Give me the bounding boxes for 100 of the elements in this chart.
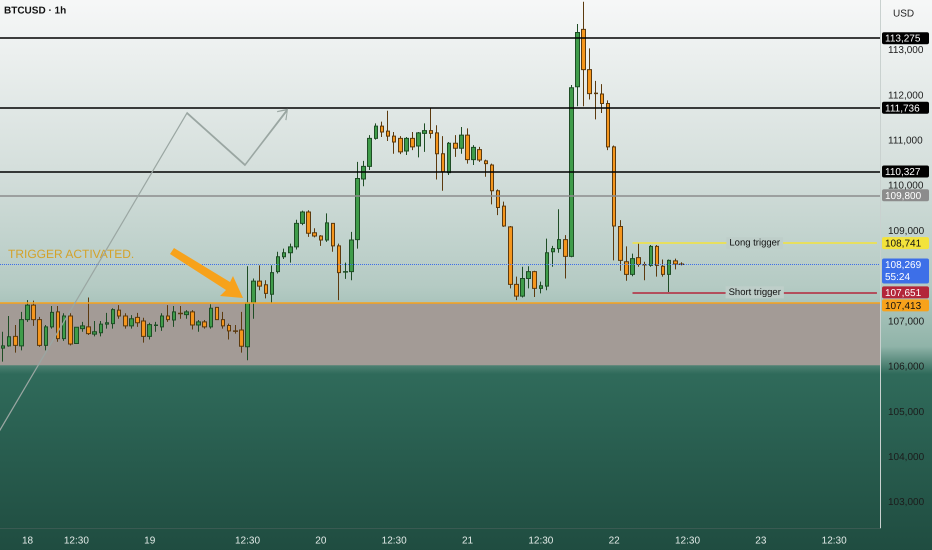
candlestick <box>532 270 537 298</box>
candlestick <box>111 308 115 330</box>
x-tick-label: 12:30 <box>234 536 260 546</box>
candlestick <box>184 310 189 320</box>
x-tick-label: 12:30 <box>528 536 554 546</box>
candlestick <box>539 281 543 294</box>
candlestick <box>257 264 262 291</box>
ref-line-label: 108,269 <box>885 260 922 271</box>
candlestick <box>392 132 396 154</box>
y-tick-label: 107,000 <box>888 316 925 328</box>
candlestick <box>551 245 555 268</box>
candlestick <box>147 322 152 340</box>
candlestick <box>202 320 207 330</box>
x-tick-label: 12:30 <box>674 536 700 546</box>
candlestick <box>386 110 390 142</box>
candlestick <box>123 312 128 330</box>
candlestick <box>209 304 213 330</box>
candlestick <box>545 238 549 291</box>
candlestick <box>245 266 250 361</box>
candlestick <box>7 315 11 348</box>
y-axis-title: USD <box>893 8 914 20</box>
y-tick-label: 109,000 <box>888 226 925 237</box>
candlestick <box>447 141 451 176</box>
candlestick <box>282 248 286 260</box>
y-tick-label: 103,000 <box>888 497 925 508</box>
candlestick <box>606 100 610 151</box>
candlestick <box>129 314 134 330</box>
candlestick <box>68 312 73 346</box>
x-tick-label: 12:30 <box>822 536 848 546</box>
annotation: Long trigger <box>729 238 780 249</box>
text: BTCUSD · 1h <box>4 6 66 16</box>
y-tick-label: 112,000 <box>888 90 924 102</box>
candlestick <box>600 84 604 114</box>
ref-line-label: 111,736 <box>885 103 920 114</box>
candlestick <box>557 208 561 254</box>
candlestick <box>251 278 256 320</box>
candlestick <box>655 244 659 278</box>
candlestick <box>496 188 500 216</box>
x-tick-label: 22 <box>608 536 620 546</box>
candlestick <box>270 264 274 304</box>
y-tick-label: 113,000 <box>888 45 924 56</box>
candlestick <box>441 136 445 192</box>
candlestick <box>624 246 629 282</box>
candlestick <box>471 144 476 166</box>
candlestick <box>459 126 464 154</box>
x-tick-label: 19 <box>144 536 156 546</box>
ref-line-label: 108,741 <box>885 238 922 250</box>
candlestick <box>502 201 506 228</box>
y-tick-label: 110,000 <box>888 180 924 192</box>
candlestick <box>465 128 470 164</box>
candlestick <box>160 312 164 332</box>
x-tick-label: 23 <box>755 536 767 546</box>
candlestick <box>429 108 433 139</box>
text: 55:24 <box>885 272 910 283</box>
ref-line-label: 110,327 <box>885 166 921 178</box>
candlestick <box>667 258 671 293</box>
candlestick <box>325 212 329 242</box>
x-tick-label: 20 <box>315 536 327 546</box>
candlestick <box>380 121 384 138</box>
candlestick <box>618 220 623 272</box>
candlestick <box>50 306 54 330</box>
candlestick <box>435 124 439 180</box>
candlestick <box>92 320 97 337</box>
candlestick <box>453 134 458 158</box>
candlestick <box>398 136 403 155</box>
y-tick-label: 106,000 <box>888 362 925 373</box>
y-tick-label: 111,000 <box>888 136 924 147</box>
candlestick <box>99 320 103 337</box>
candlestick <box>319 234 323 246</box>
candlestick <box>331 222 335 252</box>
candlestick <box>221 311 225 330</box>
candlestick <box>264 280 268 299</box>
candlestick <box>404 136 409 156</box>
candlestick <box>374 122 378 140</box>
candlestick <box>484 159 488 178</box>
candlestick <box>13 324 18 354</box>
ref-line-label: 109,800 <box>885 190 922 202</box>
candlestick <box>410 132 415 151</box>
ref-line-label: 107,413 <box>885 300 922 312</box>
candlestick <box>56 306 60 342</box>
x-tick-label: 21 <box>462 536 474 546</box>
annotation: Short trigger <box>728 286 781 298</box>
candlestick <box>44 324 48 351</box>
candlestick <box>649 244 653 268</box>
candlestick <box>172 306 176 328</box>
ref-line-label: 113,275 <box>885 34 921 45</box>
candlestick <box>337 243 341 301</box>
candlestick <box>563 234 568 279</box>
annotation: TRIGGER ACTIVATED. <box>8 247 134 261</box>
candlestick <box>276 251 280 274</box>
x-tick-label: 18 <box>22 536 34 546</box>
candlestick <box>154 321 158 332</box>
x-tick-label: 12:30 <box>382 536 408 546</box>
candlestick <box>630 253 635 277</box>
ref-line-label: 107,651 <box>885 288 922 299</box>
candlestick <box>105 312 109 330</box>
candlestick <box>477 146 482 162</box>
candlestick <box>661 258 665 278</box>
candlestick <box>490 163 494 205</box>
x-tick-label: 12:30 <box>64 536 90 546</box>
